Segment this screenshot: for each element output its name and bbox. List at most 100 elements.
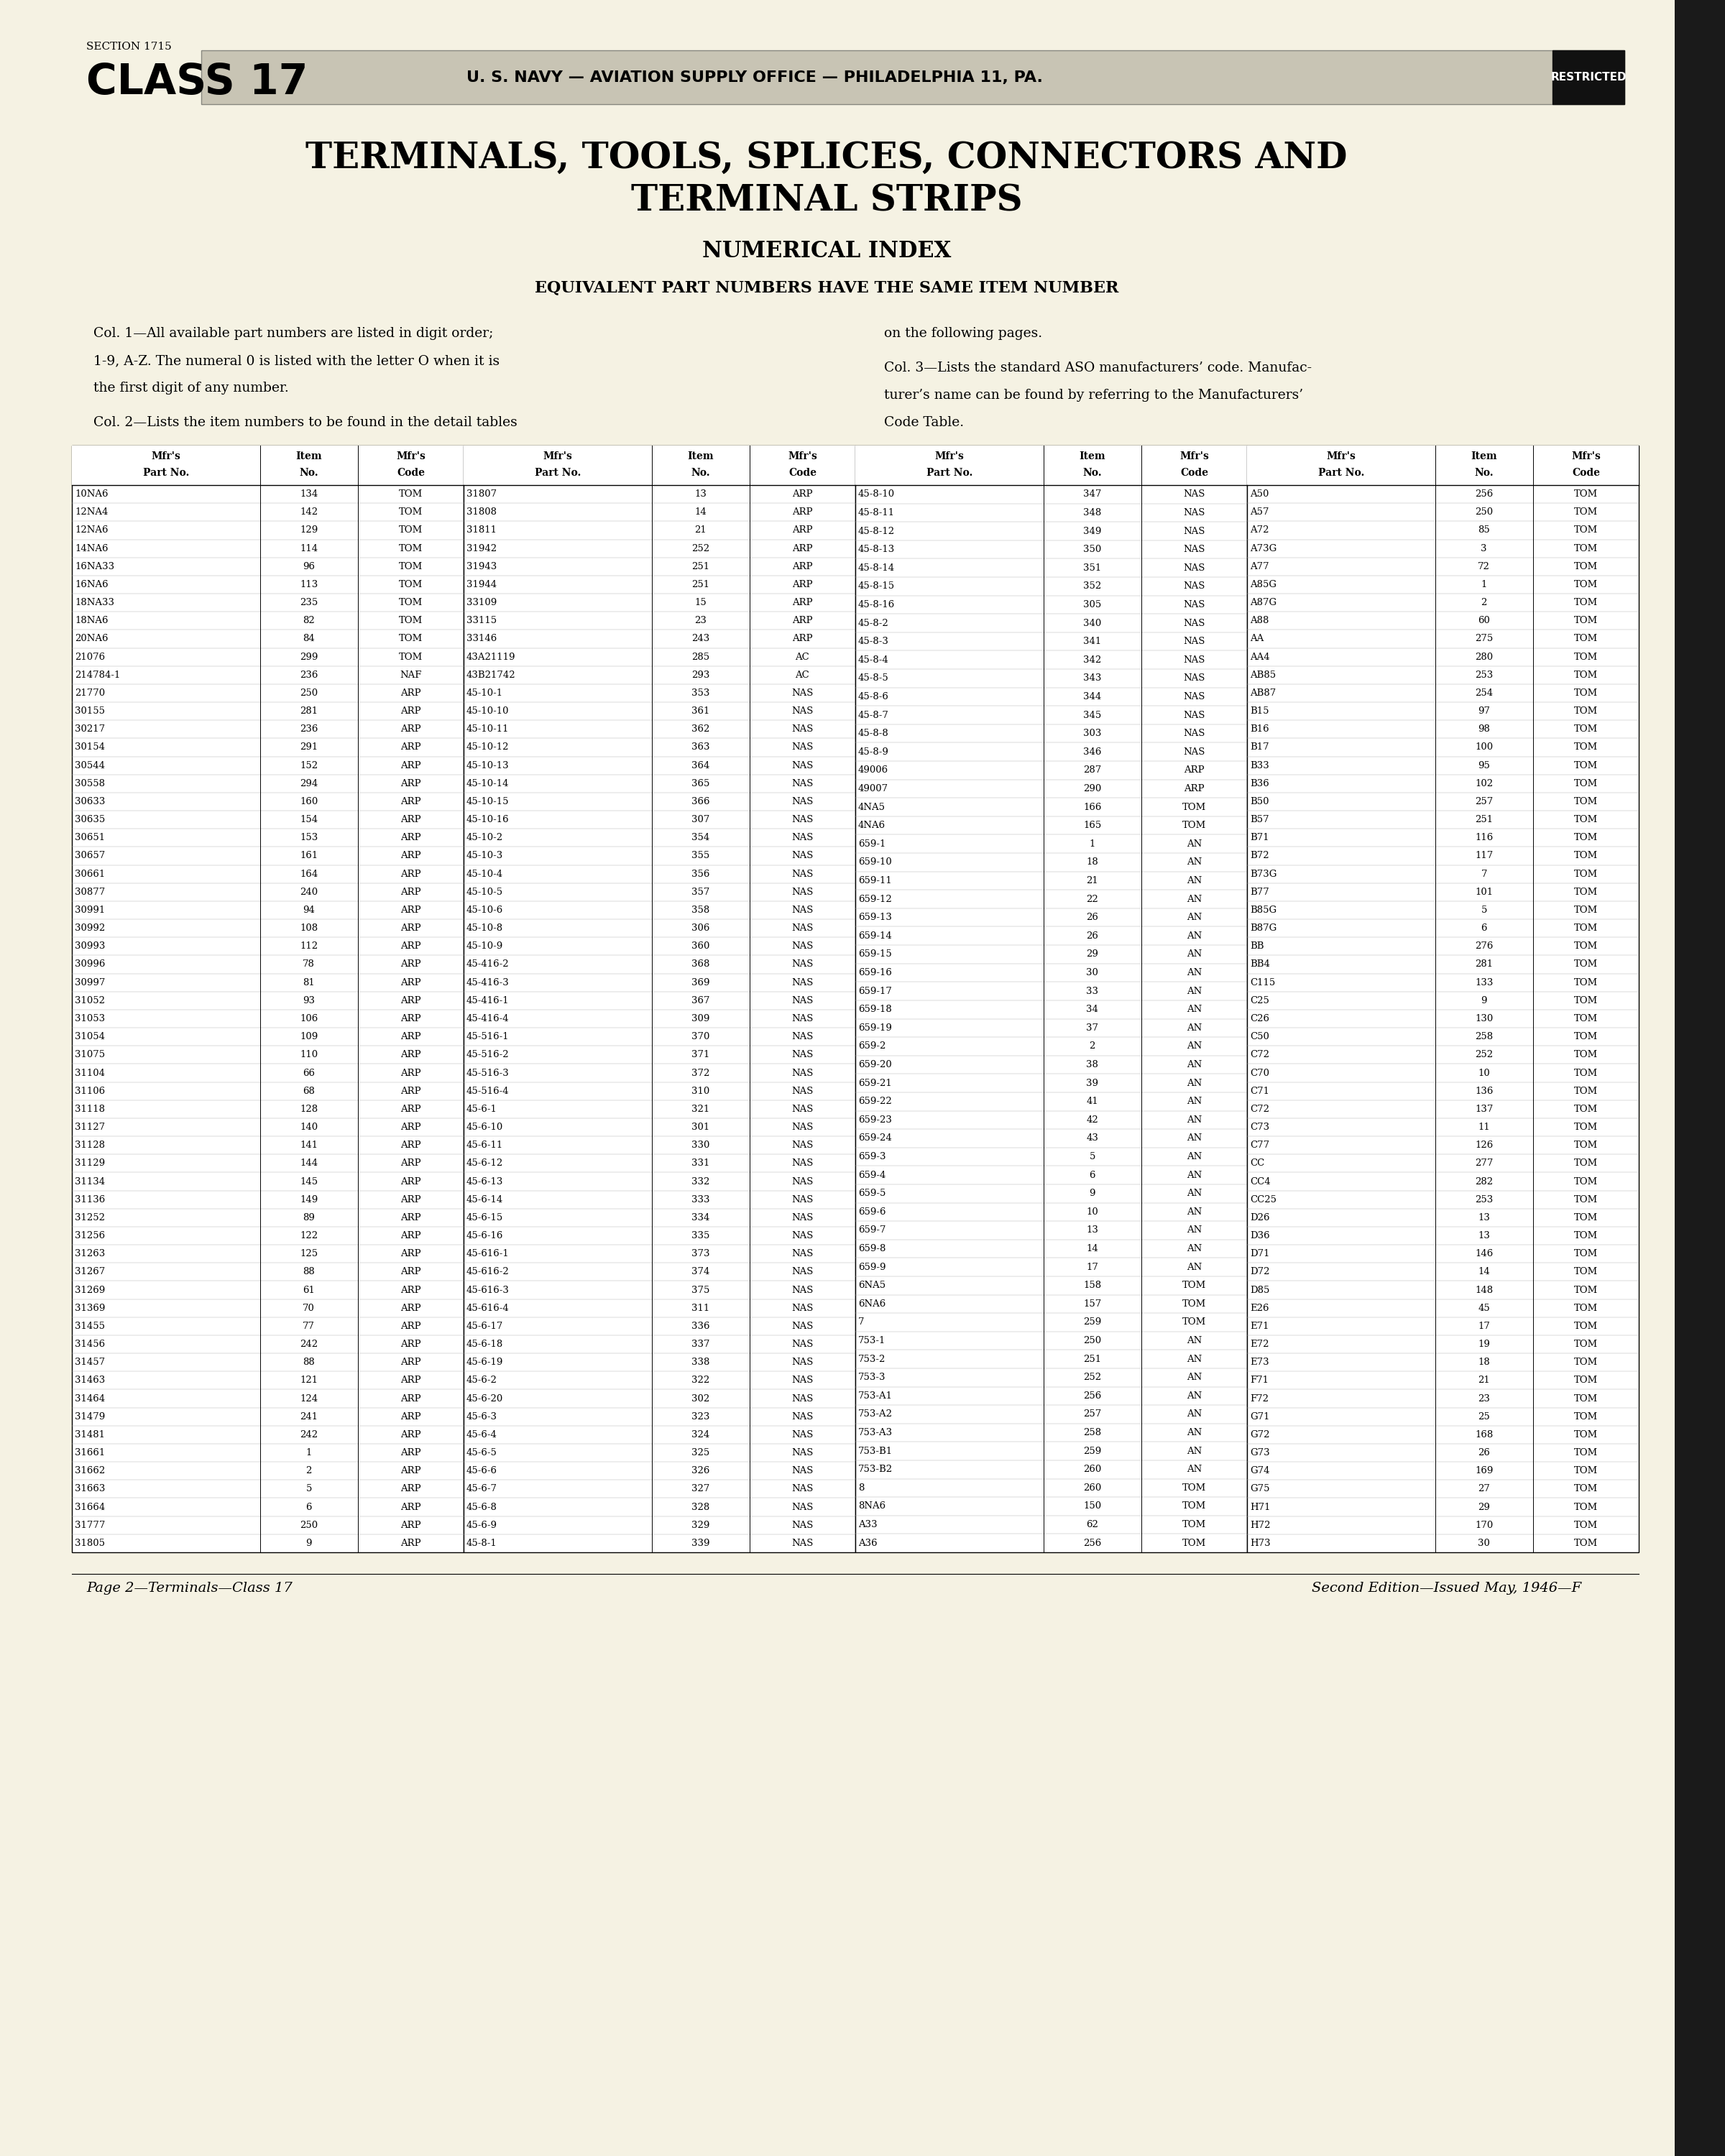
Text: 322: 322 bbox=[692, 1376, 709, 1384]
Text: 357: 357 bbox=[692, 888, 709, 897]
Text: A72: A72 bbox=[1251, 526, 1270, 535]
Text: 18NA6: 18NA6 bbox=[74, 617, 109, 625]
Text: 98: 98 bbox=[1478, 724, 1490, 733]
Text: Mfr's: Mfr's bbox=[935, 451, 964, 461]
Text: No.: No. bbox=[1083, 468, 1102, 479]
Text: 1-9, A-Z. The numeral 0 is listed with the letter O when it is: 1-9, A-Z. The numeral 0 is listed with t… bbox=[93, 354, 500, 367]
Text: 100: 100 bbox=[1475, 742, 1494, 752]
Text: NAS: NAS bbox=[792, 1177, 814, 1186]
Text: 361: 361 bbox=[692, 707, 709, 716]
Text: ARP: ARP bbox=[792, 543, 812, 554]
Text: 335: 335 bbox=[692, 1231, 709, 1240]
Text: NAS: NAS bbox=[792, 1322, 814, 1330]
Text: NAS: NAS bbox=[792, 1123, 814, 1132]
Text: 18NA33: 18NA33 bbox=[74, 597, 114, 608]
Text: 45-10-5: 45-10-5 bbox=[466, 888, 504, 897]
Text: 753-1: 753-1 bbox=[859, 1337, 885, 1345]
Bar bbox=[1552, 50, 1625, 103]
Text: EQUIVALENT PART NUMBERS HAVE THE SAME ITEM NUMBER: EQUIVALENT PART NUMBERS HAVE THE SAME IT… bbox=[535, 280, 1118, 295]
Text: 37: 37 bbox=[1087, 1024, 1099, 1033]
Text: 326: 326 bbox=[692, 1466, 709, 1475]
Text: 133: 133 bbox=[1475, 979, 1494, 987]
Text: NAS: NAS bbox=[792, 1268, 814, 1276]
Text: 11: 11 bbox=[1478, 1123, 1490, 1132]
Text: NAS: NAS bbox=[1183, 673, 1206, 683]
Text: CC4: CC4 bbox=[1251, 1177, 1271, 1186]
Text: TOM: TOM bbox=[1573, 580, 1597, 589]
Text: 96: 96 bbox=[304, 563, 316, 571]
Text: 30154: 30154 bbox=[74, 742, 105, 752]
Text: 241: 241 bbox=[300, 1412, 317, 1421]
Text: NAS: NAS bbox=[1183, 619, 1206, 627]
Text: 659-12: 659-12 bbox=[859, 895, 892, 903]
Text: 45-10-9: 45-10-9 bbox=[466, 942, 504, 951]
Text: A85G: A85G bbox=[1251, 580, 1276, 589]
Text: 45-6-4: 45-6-4 bbox=[466, 1429, 497, 1440]
Text: 18: 18 bbox=[1087, 858, 1099, 867]
Text: 31662: 31662 bbox=[74, 1466, 105, 1475]
Text: 659-7: 659-7 bbox=[859, 1225, 887, 1235]
Text: ARP: ARP bbox=[792, 580, 812, 589]
Text: 45-6-10: 45-6-10 bbox=[466, 1123, 504, 1132]
Text: 374: 374 bbox=[692, 1268, 709, 1276]
Text: NAS: NAS bbox=[1183, 563, 1206, 573]
Text: ARP: ARP bbox=[400, 742, 421, 752]
Text: Part No.: Part No. bbox=[1318, 468, 1364, 479]
Text: ARP: ARP bbox=[400, 906, 421, 914]
Text: 31129: 31129 bbox=[74, 1158, 105, 1169]
Bar bbox=[856, 446, 1247, 485]
Text: TOM: TOM bbox=[1573, 1339, 1597, 1350]
Text: TOM: TOM bbox=[1182, 1281, 1206, 1289]
Text: NAS: NAS bbox=[792, 888, 814, 897]
Text: NAS: NAS bbox=[792, 724, 814, 733]
Text: 45-10-13: 45-10-13 bbox=[466, 761, 509, 770]
Text: ARP: ARP bbox=[400, 1539, 421, 1548]
Text: NAS: NAS bbox=[792, 1539, 814, 1548]
Text: 1: 1 bbox=[1088, 839, 1095, 849]
Text: 18: 18 bbox=[1478, 1358, 1490, 1367]
Text: 294: 294 bbox=[300, 778, 317, 789]
Text: 45-10-3: 45-10-3 bbox=[466, 852, 504, 860]
Text: TOM: TOM bbox=[1573, 526, 1597, 535]
Text: AC: AC bbox=[795, 653, 809, 662]
Text: 12NA4: 12NA4 bbox=[74, 507, 109, 517]
Text: 14: 14 bbox=[1087, 1244, 1099, 1253]
Text: NAS: NAS bbox=[792, 1304, 814, 1313]
Text: 337: 337 bbox=[692, 1339, 709, 1350]
Text: U. S. NAVY — AVIATION SUPPLY OFFICE — PHILADELPHIA 11, PA.: U. S. NAVY — AVIATION SUPPLY OFFICE — PH… bbox=[466, 71, 1044, 84]
Text: 45-10-12: 45-10-12 bbox=[466, 742, 509, 752]
Text: 33146: 33146 bbox=[466, 634, 497, 642]
Text: 31252: 31252 bbox=[74, 1214, 105, 1222]
Text: ARP: ARP bbox=[400, 1449, 421, 1457]
Text: C115: C115 bbox=[1251, 979, 1275, 987]
Text: 45-516-3: 45-516-3 bbox=[466, 1069, 509, 1078]
Text: A73G: A73G bbox=[1251, 543, 1276, 554]
Text: 45-10-10: 45-10-10 bbox=[466, 707, 509, 716]
Text: 45-8-14: 45-8-14 bbox=[859, 563, 895, 573]
Text: TOM: TOM bbox=[1573, 906, 1597, 914]
Text: 31104: 31104 bbox=[74, 1069, 105, 1078]
Text: 30996: 30996 bbox=[74, 959, 105, 968]
Text: B85G: B85G bbox=[1251, 906, 1276, 914]
Text: AN: AN bbox=[1187, 1134, 1202, 1143]
Text: 659-3: 659-3 bbox=[859, 1151, 887, 1162]
Text: 110: 110 bbox=[300, 1050, 317, 1059]
Text: 287: 287 bbox=[1083, 765, 1101, 774]
Text: 303: 303 bbox=[1083, 729, 1102, 737]
Text: 31267: 31267 bbox=[74, 1268, 105, 1276]
Text: 31777: 31777 bbox=[74, 1520, 105, 1531]
Text: ARP: ARP bbox=[400, 1520, 421, 1531]
Text: TOM: TOM bbox=[1573, 617, 1597, 625]
Text: TOM: TOM bbox=[1573, 707, 1597, 716]
Text: 45-8-2: 45-8-2 bbox=[859, 619, 888, 627]
Text: NAS: NAS bbox=[792, 1376, 814, 1384]
Text: 659-13: 659-13 bbox=[859, 912, 892, 923]
Text: B50: B50 bbox=[1251, 798, 1270, 806]
Text: TOM: TOM bbox=[1573, 1376, 1597, 1384]
Text: 31118: 31118 bbox=[74, 1104, 105, 1115]
Text: G73: G73 bbox=[1251, 1449, 1270, 1457]
Text: 14: 14 bbox=[695, 507, 707, 517]
Text: 659-1: 659-1 bbox=[859, 839, 885, 849]
Text: 9: 9 bbox=[1482, 996, 1487, 1005]
Text: AN: AN bbox=[1187, 1115, 1202, 1125]
